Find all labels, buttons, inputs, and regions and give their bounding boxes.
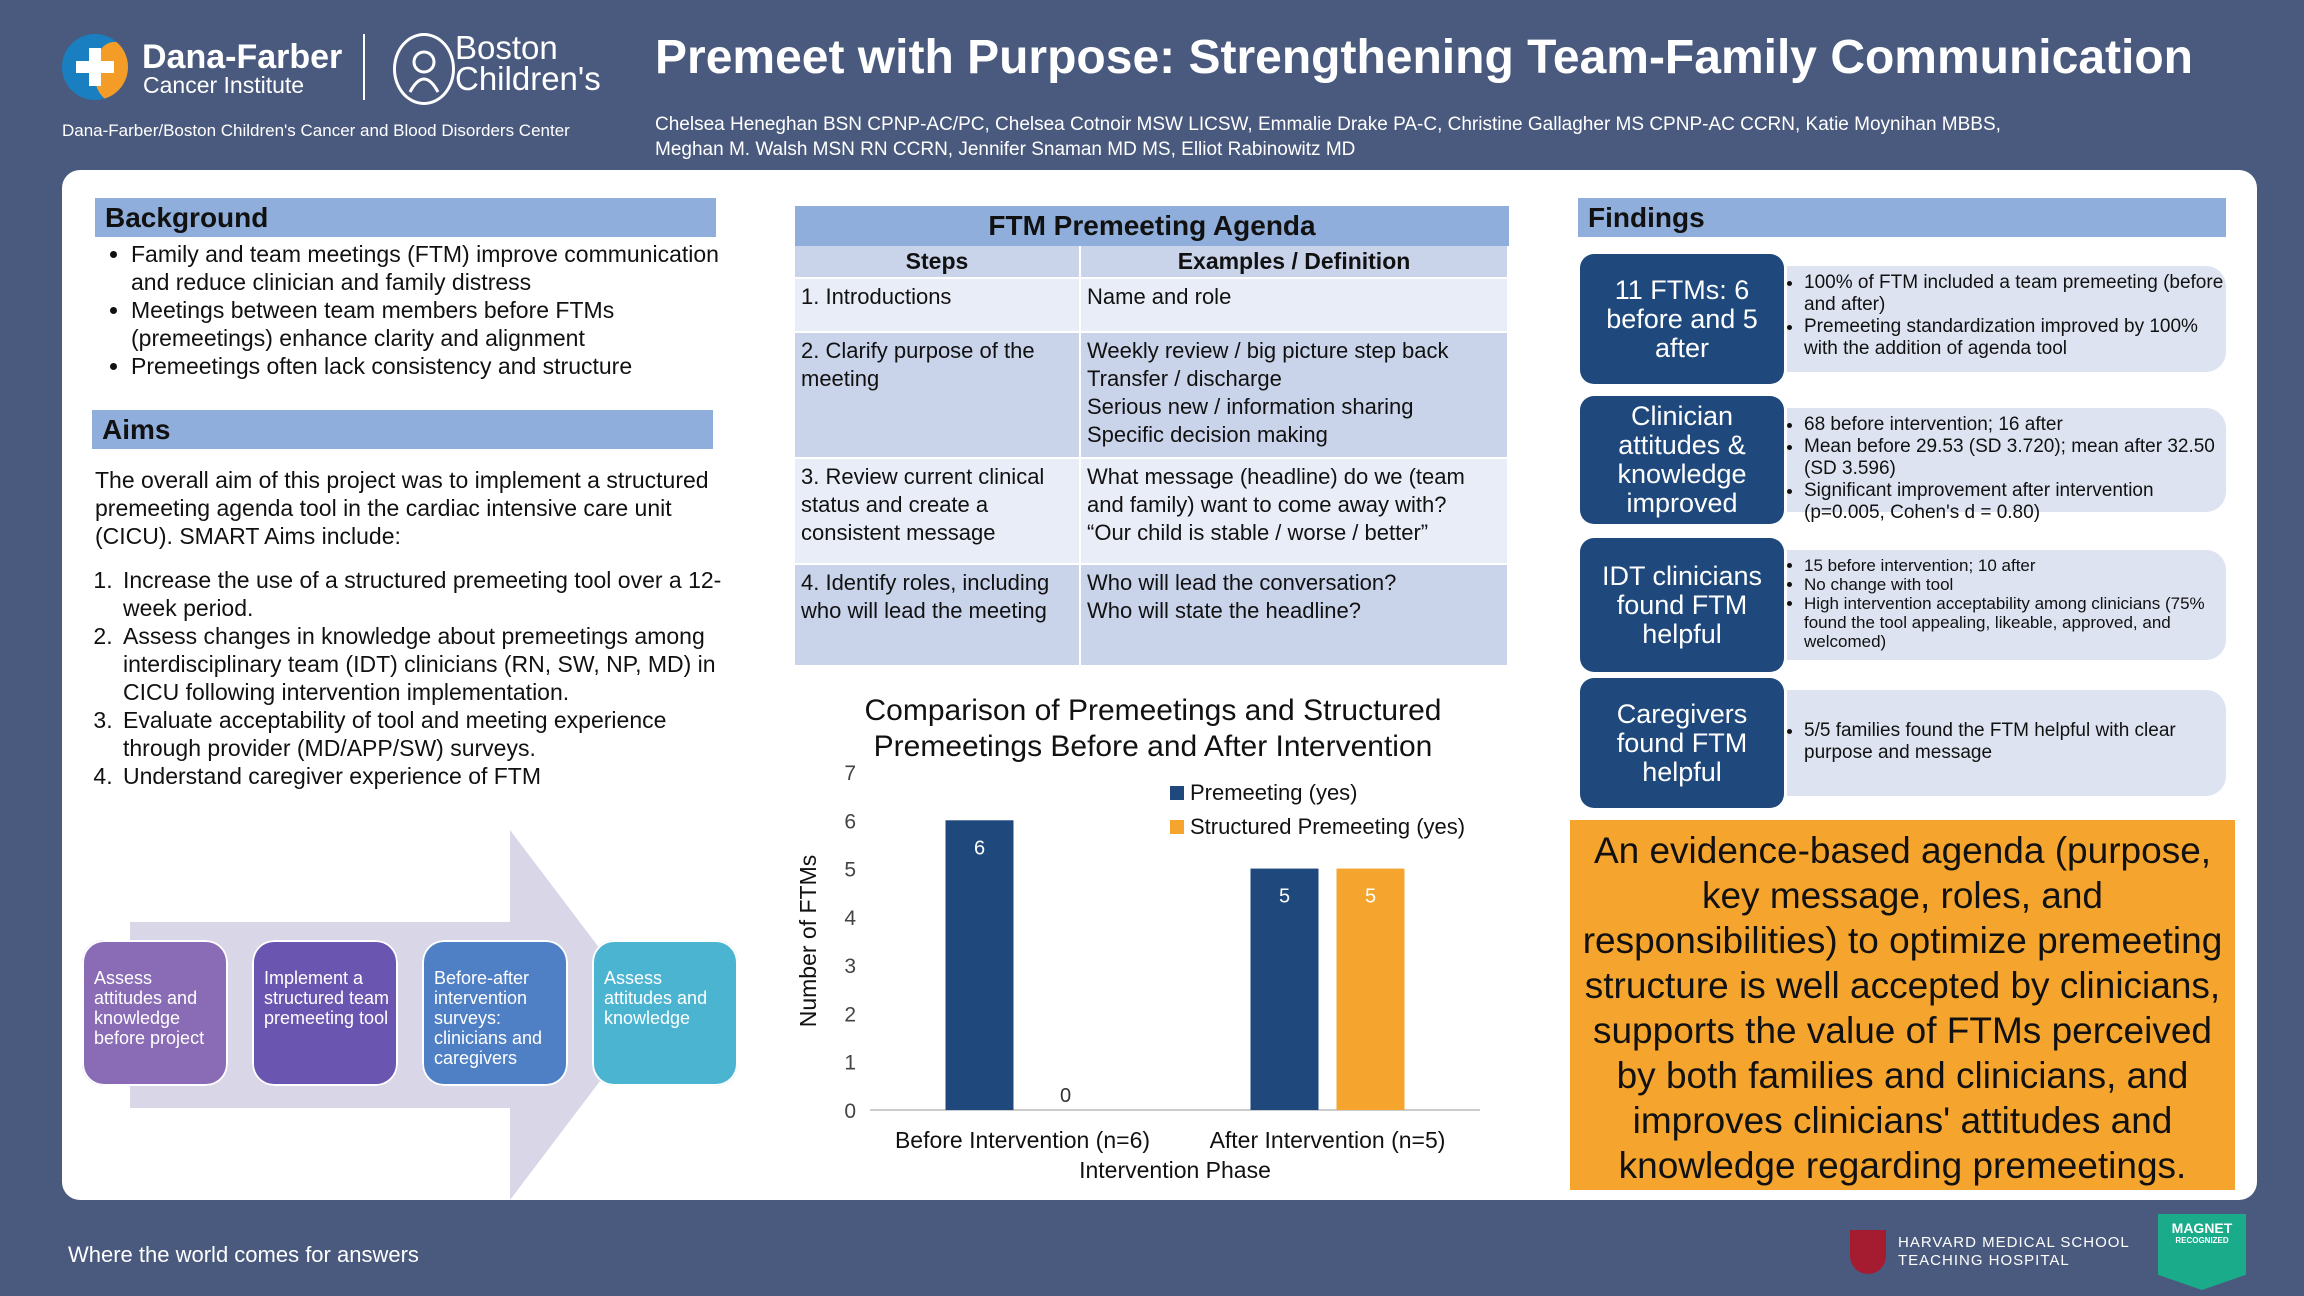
- y-tick-label: 7: [844, 762, 856, 785]
- magnet-badge-icon: MAGNET RECOGNIZED: [2158, 1214, 2246, 1290]
- finding-detail: 15 before intervention; 10 afterNo chang…: [1760, 550, 2226, 660]
- chart-title-line2: Premeetings Before and After Interventio…: [874, 730, 1433, 763]
- aims-list: Increase the use of a structured premeet…: [95, 566, 725, 790]
- finding-bullet: Mean before 29.53 (SD 3.720); mean after…: [1804, 436, 2234, 480]
- bar: [945, 820, 1014, 1110]
- y-tick-label: 5: [844, 859, 856, 882]
- agenda-col-steps: Steps: [795, 246, 1081, 279]
- agenda-definition: Name and role: [1080, 278, 1509, 333]
- y-tick-label: 6: [844, 810, 856, 833]
- finding-bullet: 100% of FTM included a team premeeting (…: [1804, 272, 2234, 316]
- x-axis-label: Intervention Phase: [1079, 1157, 1271, 1183]
- conclusion-box: An evidence-based agenda (purpose, key m…: [1570, 820, 2235, 1190]
- legend-label: Structured Premeeting (yes): [1190, 814, 1465, 839]
- finding-bullet: 68 before intervention; 16 after: [1804, 414, 2234, 436]
- magnet-line2: RECOGNIZED: [2175, 1236, 2229, 1245]
- finding-detail: 100% of FTM included a team premeeting (…: [1760, 266, 2226, 372]
- aims-item: Understand caregiver experience of FTM: [119, 762, 725, 790]
- logo-divider: [363, 34, 365, 100]
- finding-bullet: Significant improvement after interventi…: [1804, 480, 2234, 524]
- hms-line2: TEACHING HOSPITAL: [1898, 1252, 2070, 1269]
- aims-item: Evaluate acceptability of tool and meeti…: [119, 706, 725, 762]
- finding-bullet: 5/5 families found the FTM helpful with …: [1804, 720, 2234, 764]
- agenda-step: 4. Identify roles, including who will le…: [795, 564, 1081, 667]
- finding-label: 11 FTMs: 6 before and 5 after: [1580, 254, 1784, 384]
- bar-data-label: 5: [1279, 886, 1290, 908]
- aims-intro: The overall aim of this project was to i…: [95, 467, 709, 549]
- agenda-definition: Weekly review / big picture step back Tr…: [1080, 332, 1509, 459]
- authors-line2: Meghan M. Walsh MSN RN CCRN, Jennifer Sn…: [655, 139, 1356, 160]
- finding-label: IDT clinicians found FTM helpful: [1580, 538, 1784, 672]
- finding-bullet: High intervention acceptability among cl…: [1804, 594, 2234, 651]
- hms-line1: HARVARD MEDICAL SCHOOL: [1898, 1234, 2130, 1251]
- legend-swatch: [1170, 820, 1184, 834]
- bar: [1336, 868, 1405, 1110]
- authors: Chelsea Heneghan BSN CPNP-AC/PC, Chelsea…: [655, 112, 2235, 162]
- agenda-col-definition: Examples / Definition: [1080, 246, 1509, 279]
- agenda-row: 4. Identify roles, including who will le…: [795, 564, 1509, 667]
- agenda-title: FTM Premeeting Agenda: [795, 206, 1509, 246]
- agenda-table: Steps Examples / Definition 1. Introduct…: [795, 246, 1509, 667]
- hms-text: HARVARD MEDICAL SCHOOL TEACHING HOSPITAL: [1898, 1234, 2130, 1270]
- finding-detail: 5/5 families found the FTM helpful with …: [1760, 690, 2226, 796]
- x-tick-label: After Intervention (n=5): [1210, 1127, 1446, 1153]
- y-tick-label: 4: [844, 907, 856, 930]
- process-step-2: Implement a structured team premeeting t…: [252, 940, 398, 1086]
- agenda-row: 3. Review current clinical status and cr…: [795, 458, 1509, 565]
- process-step-1: Assess attitudes and knowledge before pr…: [82, 940, 228, 1086]
- y-tick-label: 3: [844, 955, 856, 978]
- bar-data-label: 0: [1060, 1085, 1071, 1107]
- y-tick-label: 1: [844, 1052, 856, 1075]
- process-step-4: Assess attitudes and knowledge: [592, 940, 738, 1086]
- dana-farber-logo-icon: [62, 34, 128, 100]
- dana-farber-subtitle: Cancer Institute: [143, 72, 305, 98]
- agenda-step: 3. Review current clinical status and cr…: [795, 458, 1081, 565]
- background-bullet: Premeetings often lack consistency and s…: [131, 352, 725, 380]
- finding-label: Caregivers found FTM helpful: [1580, 678, 1784, 808]
- y-tick-label: 0: [844, 1100, 856, 1123]
- aims-item: Increase the use of a structured premeet…: [119, 566, 725, 622]
- background-bullets: Family and team meetings (FTM) improve c…: [95, 240, 725, 380]
- magnet-line1: MAGNET: [2171, 1220, 2233, 1236]
- process-step-3: Before-after intervention surveys: clini…: [422, 940, 568, 1086]
- y-axis-label: Number of FTMs: [795, 855, 821, 1028]
- dana-farber-name: Dana-Farber: [142, 38, 343, 76]
- finding-bullet: No change with tool: [1804, 575, 2234, 594]
- background-heading: Background: [95, 198, 716, 237]
- finding-bullet: Premeeting standardization improved by 1…: [1804, 316, 2234, 360]
- boston-childrens-name: Boston Children's: [455, 29, 601, 97]
- finding-bullet: 15 before intervention; 10 after: [1804, 556, 2234, 575]
- aims-heading: Aims: [92, 410, 713, 449]
- center-name: Dana-Farber/Boston Children's Cancer and…: [62, 121, 570, 140]
- agenda-definition: Who will lead the conversation? Who will…: [1080, 564, 1509, 667]
- finding-detail: 68 before intervention; 16 afterMean bef…: [1760, 408, 2226, 523]
- agenda-definition: What message (headline) do we (team and …: [1080, 458, 1509, 565]
- bar-chart: Comparison of Premeetings and Structured…: [795, 694, 1480, 1183]
- aims-item: Assess changes in knowledge about premee…: [119, 622, 725, 706]
- finding-label: Clinician attitudes & knowledge improved: [1580, 396, 1784, 524]
- agenda-row: 2. Clarify purpose of the meeting Weekly …: [795, 332, 1509, 459]
- authors-line1: Chelsea Heneghan BSN CPNP-AC/PC, Chelsea…: [655, 114, 2001, 135]
- legend-swatch: [1170, 786, 1184, 800]
- agenda-step: 1. Introductions: [795, 278, 1081, 333]
- harvard-shield-icon: [1850, 1230, 1886, 1274]
- background-bullet: Meetings between team members before FTM…: [131, 296, 725, 352]
- bar: [1250, 868, 1319, 1110]
- agenda-step: 2. Clarify purpose of the meeting: [795, 332, 1081, 459]
- footer-tagline: Where the world comes for answers: [68, 1242, 419, 1267]
- background-bullet: Family and team meetings (FTM) improve c…: [131, 240, 725, 296]
- boston-childrens-logo-icon: [393, 33, 455, 105]
- bar-data-label: 5: [1365, 886, 1376, 908]
- bc-name-line2: Children's: [455, 60, 601, 97]
- bc-name-line1: Boston: [455, 29, 558, 66]
- y-tick-label: 2: [844, 1003, 856, 1026]
- x-tick-label: Before Intervention (n=6): [895, 1127, 1150, 1153]
- chart-title-line1: Comparison of Premeetings and Structured: [865, 694, 1442, 727]
- findings-heading: Findings: [1578, 198, 2226, 237]
- poster-title: Premeet with Purpose: Strengthening Team…: [655, 31, 2193, 84]
- legend-label: Premeeting (yes): [1190, 780, 1358, 805]
- bar-data-label: 6: [974, 837, 985, 859]
- agenda-row: 1. Introductions Name and role: [795, 278, 1509, 333]
